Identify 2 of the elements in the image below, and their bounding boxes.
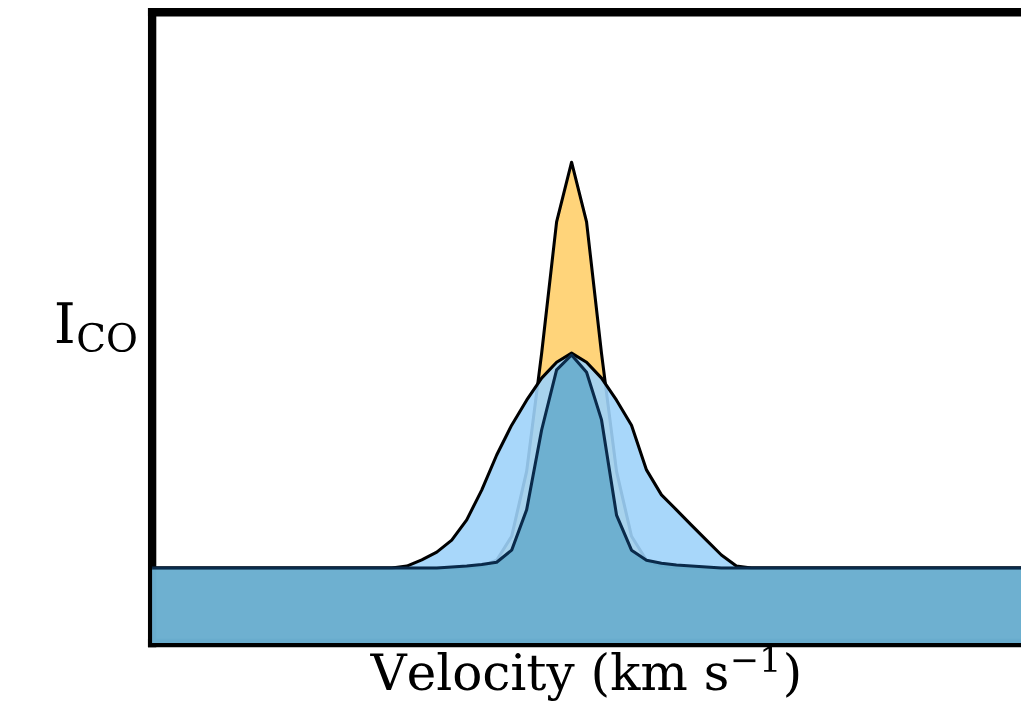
x-axis-title: Velocity (km s$^{−1}$) bbox=[370, 645, 799, 701]
y-axis-title: I$_{CO}$ bbox=[56, 302, 136, 353]
